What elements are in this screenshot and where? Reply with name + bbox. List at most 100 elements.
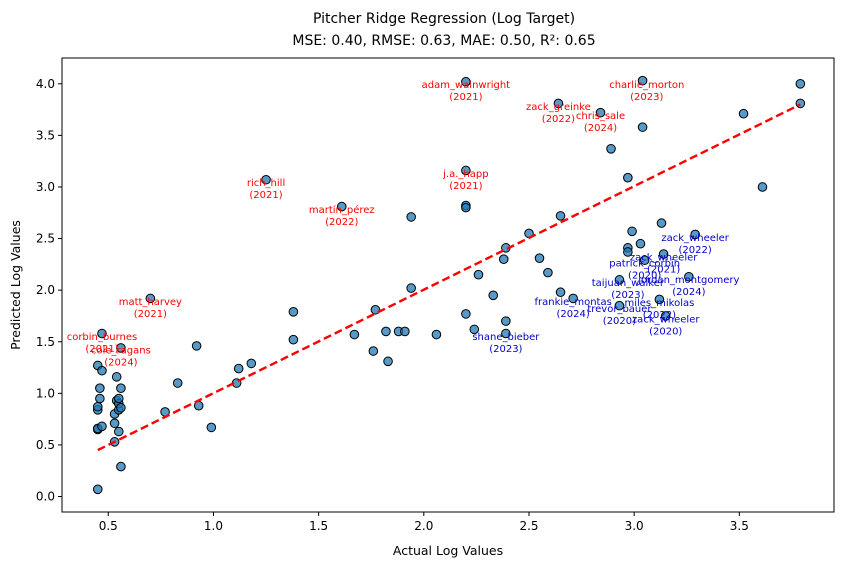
data-point: [368, 346, 379, 356]
annotation-year: (2020): [628, 271, 661, 282]
annotation-name: chris_sale: [576, 111, 625, 122]
x-tick-label: 1.5: [309, 519, 328, 533]
annotation-name: frankie_montas: [535, 297, 612, 308]
data-point: [261, 174, 271, 185]
data-point: [606, 144, 616, 154]
data-point: [555, 211, 566, 221]
data-point: [461, 309, 471, 319]
annotation-name: patrick_corbin: [609, 259, 680, 270]
chart-title: Pitcher Ridge Regression (Log Target): [313, 11, 575, 27]
data-point: [568, 293, 578, 304]
annotation-name: matt_harvey: [119, 297, 182, 308]
data-point: [92, 401, 103, 412]
regression-line-layer: [97, 103, 801, 452]
x-tick-label: 2.0: [414, 519, 433, 533]
data-point: [757, 182, 768, 192]
data-point: [145, 293, 156, 304]
data-point: [627, 226, 637, 237]
data-point: [97, 365, 107, 376]
data-point: [431, 329, 442, 340]
data-point: [406, 283, 416, 293]
data-point: [473, 269, 484, 280]
annotation-name: taijuan_walker: [592, 278, 665, 289]
annotation-year: (2024): [104, 357, 137, 368]
data-point: [406, 212, 416, 222]
annotation-year: (2022): [542, 114, 575, 125]
data-point: [206, 422, 217, 433]
data-point: [383, 356, 393, 367]
annotation-year: (2021): [249, 190, 282, 201]
annotation-name: charlie_morton: [609, 80, 684, 91]
annotation-year: (2024): [584, 123, 617, 134]
data-point: [288, 307, 299, 317]
data-point: [172, 378, 183, 388]
data-point: [97, 421, 107, 432]
chart-subtitle: MSE: 0.40, RMSE: 0.63, MAE: 0.50, R²: 0.…: [292, 33, 595, 49]
data-point: [635, 238, 646, 249]
annotation-year: (2022): [679, 245, 712, 256]
data-point: [690, 229, 700, 240]
data-point: [109, 418, 120, 429]
y-tick-label: 3.5: [36, 128, 55, 142]
x-axis-label: Actual Log Values: [393, 543, 503, 558]
y-tick-label: 1.5: [36, 335, 55, 349]
y-axis-label: Predicted Log Values: [8, 220, 23, 350]
data-point: [116, 343, 126, 353]
data-point: [637, 75, 648, 86]
data-point: [116, 461, 126, 472]
annotation-year: (2021): [134, 309, 167, 320]
data-point: [795, 78, 806, 89]
y-tick-label: 1.0: [36, 386, 55, 400]
data-point: [656, 218, 667, 228]
annotation-year: (2024): [672, 287, 705, 298]
x-tick-label: 1.0: [204, 519, 223, 533]
data-point: [654, 294, 665, 305]
annotation-year: (2020): [603, 316, 636, 327]
annotation-name: martín_pérez: [309, 204, 375, 216]
annotation-name: rich_hill: [247, 178, 285, 189]
annotation-name: jordan_montgomery: [637, 275, 739, 286]
annotation-name: corbin_burnes: [67, 332, 138, 343]
data-point: [97, 328, 107, 339]
data-point: [501, 316, 511, 326]
data-point: [488, 290, 499, 301]
annotation-year: (2021): [449, 92, 482, 103]
annotation-name: zack_wheeler: [661, 233, 729, 244]
data-point: [336, 201, 347, 212]
data-point: [246, 358, 257, 369]
y-tick-label: 2.5: [36, 232, 55, 246]
annotation-year: (2020): [649, 326, 682, 337]
x-tick-label: 2.5: [519, 519, 538, 533]
data-point: [595, 107, 606, 118]
data-point: [461, 202, 471, 213]
data-point: [660, 311, 671, 321]
data-point: [684, 271, 694, 282]
data-point: [191, 341, 202, 351]
annotation-year: (2024): [557, 309, 590, 320]
annotation-year: (2023): [630, 92, 663, 103]
data-point: [400, 326, 410, 337]
annotations-layer: adam_wainwright(2021)charlie_morton(2023…: [67, 80, 740, 368]
annotation-name: j.a._happ: [442, 169, 488, 180]
regression-line: [97, 103, 801, 452]
annotation-year: (2022): [643, 310, 676, 321]
annotation-name: zack_wheeler: [630, 252, 698, 263]
data-point: [543, 267, 553, 278]
points-layer: [92, 75, 806, 495]
data-point: [381, 326, 391, 337]
data-point: [113, 426, 124, 437]
annotation-name: miles_mikolas: [624, 298, 694, 309]
data-point: [555, 287, 566, 298]
x-tick-label: 3.5: [730, 519, 749, 533]
annotation-name: zack_greinke: [526, 102, 591, 113]
annotation-name: shane_bieber: [472, 332, 540, 343]
data-point: [498, 254, 509, 265]
data-point: [658, 249, 669, 259]
data-point: [738, 108, 749, 119]
y-tick-label: 0.0: [36, 490, 55, 504]
data-point: [637, 122, 648, 132]
annotation-year: (2022): [325, 217, 358, 228]
annotation-name: trevor_bauer: [587, 304, 652, 315]
y-tick-label: 4.0: [36, 77, 55, 91]
